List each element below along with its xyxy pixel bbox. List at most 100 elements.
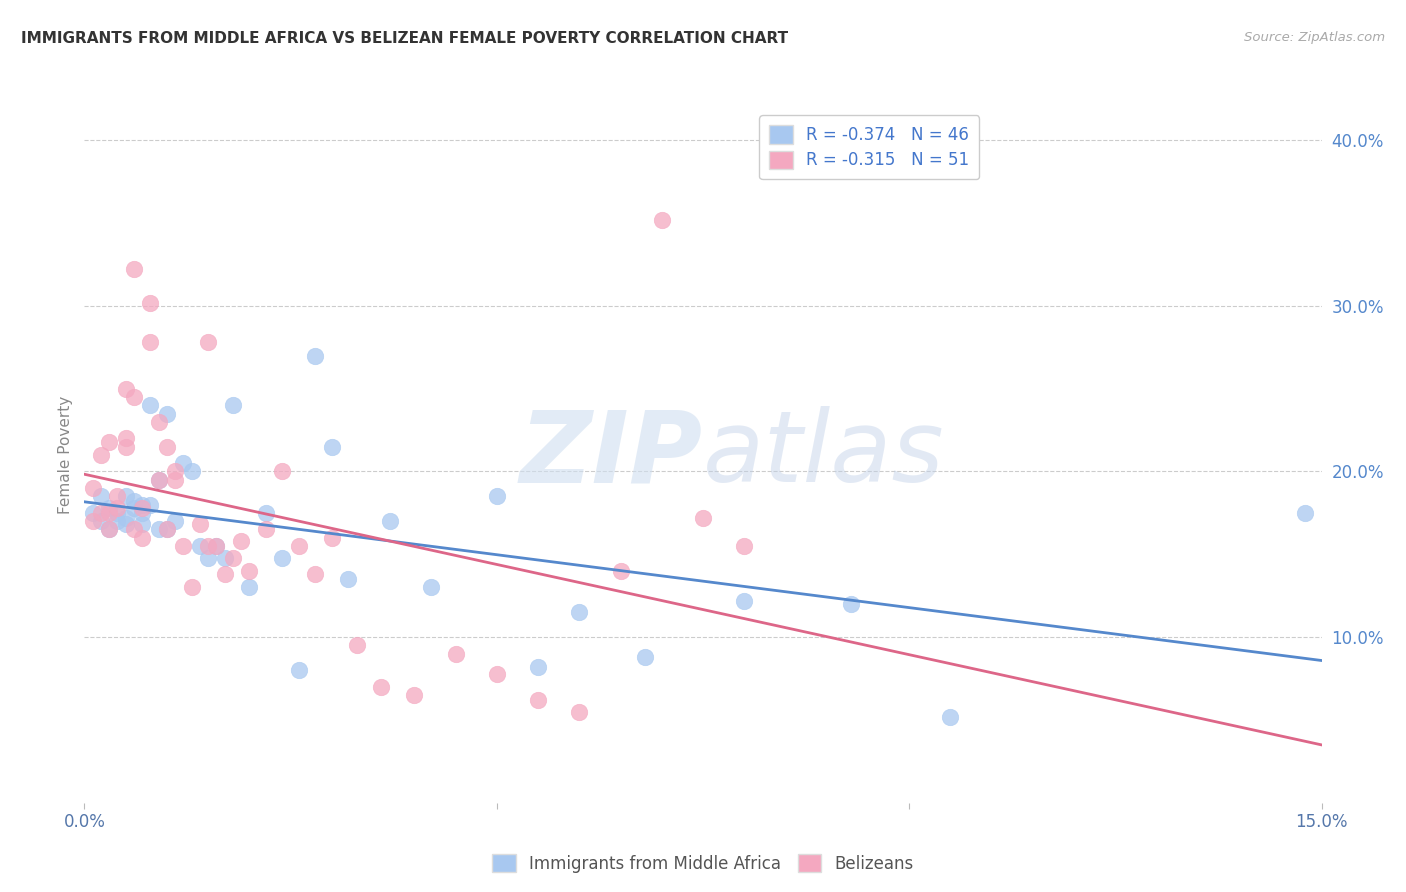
Point <box>156 440 179 454</box>
Point <box>1294 506 1316 520</box>
Point <box>82 506 104 520</box>
Point <box>288 663 311 677</box>
Point <box>485 666 508 681</box>
Point <box>444 647 467 661</box>
Point <box>346 639 368 653</box>
Point <box>90 448 112 462</box>
Point <box>114 511 136 525</box>
Point <box>131 517 153 532</box>
Point <box>197 539 219 553</box>
Point <box>271 550 294 565</box>
Point <box>98 523 121 537</box>
Point <box>527 693 550 707</box>
Point <box>180 465 202 479</box>
Point <box>321 440 343 454</box>
Point <box>148 415 170 429</box>
Point <box>841 597 863 611</box>
Point <box>82 514 104 528</box>
Y-axis label: Female Poverty: Female Poverty <box>58 396 73 514</box>
Legend: Immigrants from Middle Africa, Belizeans: Immigrants from Middle Africa, Belizeans <box>485 847 921 880</box>
Point <box>122 262 145 277</box>
Point <box>188 517 211 532</box>
Point <box>238 564 260 578</box>
Point <box>148 473 170 487</box>
Point <box>90 489 112 503</box>
Point <box>172 539 194 553</box>
Point <box>404 688 426 702</box>
Point <box>122 390 145 404</box>
Point <box>131 500 153 515</box>
Point <box>139 398 162 412</box>
Point <box>105 506 128 520</box>
Text: atlas: atlas <box>703 407 945 503</box>
Point <box>378 514 401 528</box>
Point <box>148 473 170 487</box>
Point <box>733 539 755 553</box>
Point <box>114 517 136 532</box>
Point <box>337 572 360 586</box>
Point <box>82 481 104 495</box>
Point <box>419 581 441 595</box>
Point <box>271 465 294 479</box>
Point <box>304 567 326 582</box>
Point <box>214 567 236 582</box>
Point <box>229 534 252 549</box>
Point <box>105 500 128 515</box>
Point <box>651 212 673 227</box>
Point <box>165 473 187 487</box>
Point <box>180 581 202 595</box>
Legend: R = -0.374   N = 46, R = -0.315   N = 51: R = -0.374 N = 46, R = -0.315 N = 51 <box>759 115 979 179</box>
Point <box>105 514 128 528</box>
Point <box>527 660 550 674</box>
Point <box>609 564 631 578</box>
Point <box>321 531 343 545</box>
Point <box>197 550 219 565</box>
Point <box>172 456 194 470</box>
Point <box>122 494 145 508</box>
Point <box>114 431 136 445</box>
Point <box>288 539 311 553</box>
Point <box>205 539 228 553</box>
Point <box>122 500 145 515</box>
Point <box>98 500 121 515</box>
Point <box>98 506 121 520</box>
Point <box>98 523 121 537</box>
Point <box>304 349 326 363</box>
Point <box>122 523 145 537</box>
Point <box>165 514 187 528</box>
Point <box>634 650 657 665</box>
Point <box>131 498 153 512</box>
Point <box>139 295 162 310</box>
Point <box>222 550 245 565</box>
Point <box>485 489 508 503</box>
Point <box>197 335 219 350</box>
Point <box>222 398 245 412</box>
Point <box>98 434 121 449</box>
Point <box>370 680 392 694</box>
Point <box>254 506 277 520</box>
Point <box>105 489 128 503</box>
Point <box>156 407 179 421</box>
Point <box>692 511 714 525</box>
Point <box>114 440 136 454</box>
Point <box>939 709 962 723</box>
Point <box>165 465 187 479</box>
Text: IMMIGRANTS FROM MIDDLE AFRICA VS BELIZEAN FEMALE POVERTY CORRELATION CHART: IMMIGRANTS FROM MIDDLE AFRICA VS BELIZEA… <box>21 31 789 46</box>
Text: ZIP: ZIP <box>520 407 703 503</box>
Text: Source: ZipAtlas.com: Source: ZipAtlas.com <box>1244 31 1385 45</box>
Point <box>205 539 228 553</box>
Point <box>90 506 112 520</box>
Point <box>188 539 211 553</box>
Point <box>114 489 136 503</box>
Point <box>114 382 136 396</box>
Point <box>238 581 260 595</box>
Point <box>254 523 277 537</box>
Point <box>148 523 170 537</box>
Point <box>90 514 112 528</box>
Point <box>131 531 153 545</box>
Point <box>156 523 179 537</box>
Point <box>733 593 755 607</box>
Point <box>568 605 591 619</box>
Point <box>131 506 153 520</box>
Point <box>139 498 162 512</box>
